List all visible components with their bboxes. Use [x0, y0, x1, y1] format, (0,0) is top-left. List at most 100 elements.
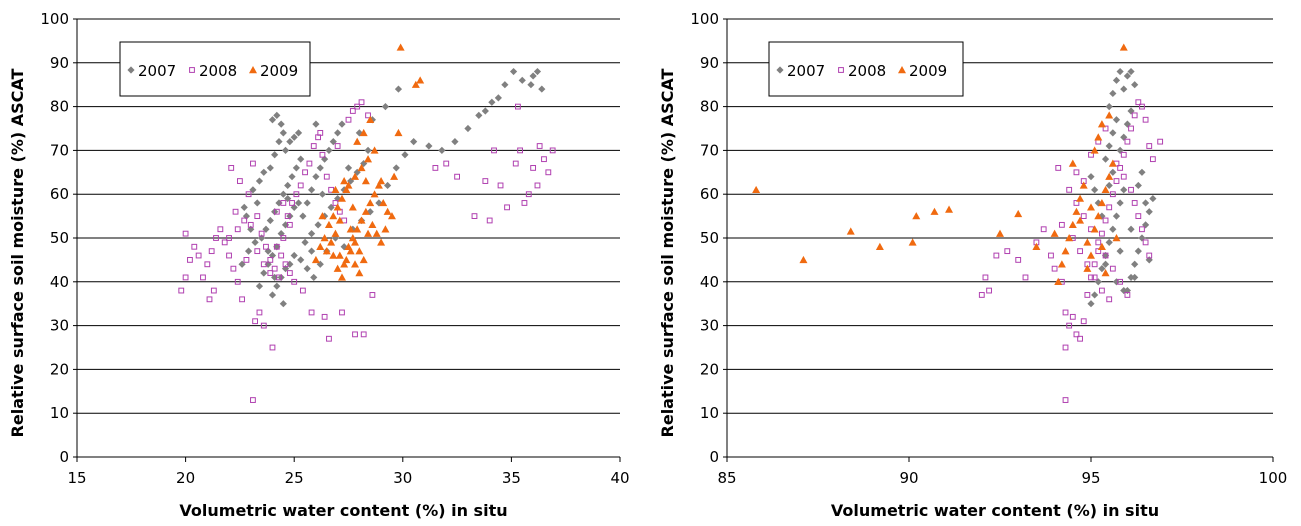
data-point-2009: [346, 225, 355, 233]
data-point-2008: [243, 257, 250, 263]
data-point-2007: [1109, 225, 1117, 233]
data-point-2009: [372, 229, 381, 237]
data-point-2007: [292, 164, 300, 172]
data-point-2008: [443, 160, 450, 167]
legend-box: [119, 41, 311, 97]
data-point-2007: [394, 85, 403, 93]
data-point-2009: [411, 80, 420, 88]
data-point-2009: [311, 255, 320, 264]
data-point-2007: [410, 138, 418, 146]
data-point-2007: [1116, 67, 1124, 76]
data-point-2008: [1128, 125, 1134, 132]
data-point-2008: [228, 165, 235, 171]
data-point-2009: [996, 229, 1004, 237]
data-point-2008: [206, 296, 213, 303]
data-point-2008: [1102, 252, 1109, 259]
data-point-2009: [361, 207, 370, 215]
data-point-2007: [314, 221, 322, 229]
data-point-2007: [260, 168, 268, 176]
data-point-2008: [306, 160, 313, 167]
data-point-2008: [1135, 99, 1142, 106]
data-point-2008: [1077, 335, 1083, 342]
data-point-2008: [993, 252, 1000, 259]
data-point-2009: [1119, 43, 1128, 51]
data-point-2007: [1123, 72, 1131, 80]
data-point-2008: [276, 274, 282, 281]
y-tick-label: 90: [50, 54, 69, 72]
data-point-2007: [268, 291, 277, 299]
data-point-2007: [494, 94, 502, 102]
data-point-2008: [1004, 248, 1011, 255]
data-point-2007: [392, 164, 400, 172]
data-point-2008: [491, 147, 497, 154]
data-point-2008: [1102, 125, 1109, 132]
data-point-2009: [1061, 247, 1070, 255]
data-point-2007: [1127, 67, 1135, 76]
data-point-2008: [1139, 103, 1145, 110]
data-point-2007: [1094, 199, 1102, 207]
data-point-2007: [266, 216, 274, 225]
data-point-2008: [1139, 226, 1145, 233]
data-point-2008: [299, 287, 306, 294]
data-point-2009: [370, 190, 379, 198]
data-point-2008: [247, 221, 254, 228]
data-point-2009: [752, 185, 761, 194]
data-point-2007: [321, 155, 329, 163]
data-point-2007: [297, 155, 305, 163]
data-point-2009: [342, 255, 351, 264]
legend-marker-2008: [189, 67, 195, 73]
data-point-2009: [335, 216, 344, 224]
legend: 2007 2008 2009: [768, 41, 964, 97]
data-point-2007: [284, 194, 292, 203]
data-point-2008: [454, 173, 461, 180]
data-point-2009: [383, 207, 392, 215]
data-point-2008: [289, 200, 295, 206]
data-point-2008: [280, 200, 287, 206]
data-point-2009: [316, 242, 325, 250]
data-point-2007: [1087, 173, 1095, 181]
data-point-2009: [370, 146, 379, 154]
data-point-2007: [1138, 234, 1146, 242]
data-point-2009: [1076, 194, 1085, 202]
data-point-2009: [337, 273, 346, 281]
data-point-2008: [187, 257, 193, 263]
data-point-2007: [464, 124, 472, 133]
data-point-2009: [379, 198, 388, 207]
legend-marker-2007: [776, 66, 784, 74]
x-axis-title: Volumetric water content (%) in situ: [179, 501, 507, 520]
data-point-2008: [250, 397, 256, 403]
data-point-2008: [1066, 322, 1073, 329]
data-point-2009: [1054, 277, 1063, 285]
data-point-2007: [1109, 89, 1117, 98]
data-point-2008: [254, 248, 261, 255]
data-point-2007: [264, 260, 272, 268]
data-point-2008: [1146, 143, 1153, 149]
data-point-2008: [273, 243, 280, 250]
data-point-2008: [1055, 165, 1062, 171]
data-point-2007: [312, 120, 320, 128]
data-point-2007: [1091, 291, 1099, 299]
data-point-2008: [1062, 397, 1069, 403]
data-point-2008: [269, 344, 276, 351]
data-point-2008: [978, 292, 985, 298]
data-point-2007: [1105, 181, 1113, 190]
data-point-2007: [1131, 81, 1139, 89]
data-point-2008: [1080, 213, 1087, 219]
data-point-2007: [1134, 247, 1142, 255]
data-point-2007: [286, 138, 294, 146]
data-point-2009: [351, 172, 360, 180]
data-point-2007: [527, 81, 535, 89]
data-point-2007: [1127, 225, 1135, 233]
data-point-2008: [1084, 292, 1091, 298]
data-point-2008: [252, 318, 259, 325]
y-tick-label: 80: [50, 98, 69, 116]
data-point-2008: [1073, 331, 1080, 338]
data-point-2007: [281, 146, 290, 154]
data-point-2007: [383, 181, 392, 190]
data-point-2008: [1149, 156, 1156, 163]
data-point-2007: [238, 260, 246, 268]
data-point-2008: [536, 143, 543, 149]
data-point-2008: [291, 278, 298, 285]
data-point-2007: [316, 260, 324, 268]
